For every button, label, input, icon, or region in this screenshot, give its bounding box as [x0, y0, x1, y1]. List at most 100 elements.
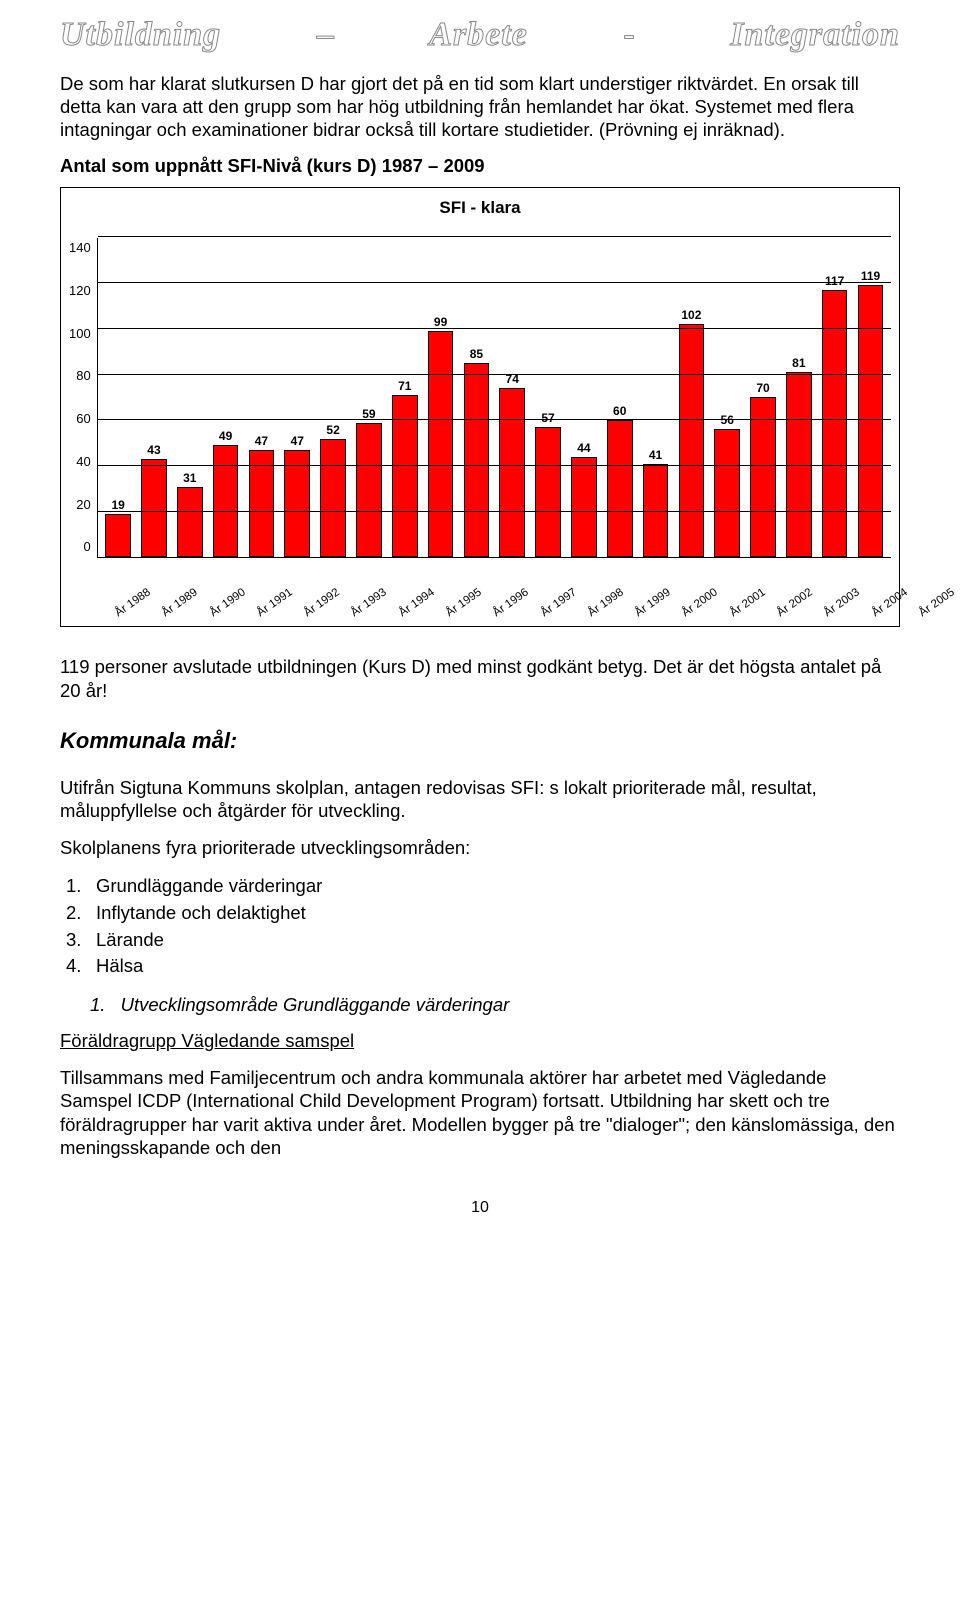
after-chart-paragraph: 119 personer avslutade utbildningen (Kur…	[60, 655, 900, 701]
bar-value-label: 71	[398, 379, 411, 393]
bars-row: 1943314947475259719985745744604110256708…	[98, 238, 891, 557]
kommunala-paragraph: Utifrån Sigtuna Kommuns skolplan, antage…	[60, 776, 900, 822]
bar	[607, 420, 633, 557]
intro-paragraph: De som har klarat slutkursen D har gjort…	[60, 72, 900, 141]
page-number: 10	[60, 1199, 900, 1217]
bar-slot: 47	[245, 434, 278, 557]
bar-slot: 71	[388, 379, 421, 557]
y-tick: 0	[83, 539, 90, 554]
bar	[284, 450, 310, 557]
bar-value-label: 47	[255, 434, 268, 448]
gridline	[98, 511, 891, 512]
y-axis: 140 120 100 80 60 40 20 0	[69, 238, 97, 554]
x-tick: År 2005	[917, 584, 960, 639]
x-tick: År 2003	[822, 584, 879, 639]
bar	[320, 439, 346, 558]
list-item-text: Grundläggande värderingar	[96, 875, 322, 896]
italic-subheading: 1. Utvecklingsområde Grundläggande värde…	[90, 994, 900, 1016]
bar-value-label: 102	[681, 308, 701, 322]
bar-slot: 52	[317, 423, 350, 558]
list-item: 1. Grundläggande värderingar	[66, 873, 900, 900]
gridline	[98, 236, 891, 237]
bar-slot: 47	[281, 434, 314, 557]
bar	[464, 363, 490, 557]
bar	[535, 427, 561, 557]
bar-slot: 49	[209, 429, 242, 557]
gridline	[98, 328, 891, 329]
bar	[249, 450, 275, 557]
plot-region: 1943314947475259719985745744604110256708…	[97, 238, 891, 558]
header-sep-2: -	[623, 16, 634, 54]
x-tick: År 1996	[491, 584, 548, 639]
bar	[499, 388, 525, 557]
y-tick: 140	[69, 240, 91, 255]
chart-title: SFI - klara	[69, 198, 891, 218]
x-tick: År 1989	[160, 584, 217, 639]
bar-value-label: 81	[792, 356, 805, 370]
y-tick: 40	[76, 454, 90, 469]
y-tick: 100	[69, 326, 91, 341]
list-item-text: Lärande	[96, 929, 164, 950]
bar	[177, 487, 203, 558]
kommunala-heading: Kommunala mål:	[60, 728, 900, 754]
bar-slot: 85	[460, 347, 493, 557]
bar-slot: 81	[782, 356, 815, 557]
y-tick: 60	[76, 411, 90, 426]
underline-heading: Föräldragrupp Vägledande samspel	[60, 1030, 900, 1052]
chart-plot-area: 140120100806040200 194331494747525971998…	[69, 238, 891, 578]
bar-slot: 119	[854, 269, 887, 557]
bar-value-label: 31	[183, 471, 196, 485]
bar	[679, 324, 705, 557]
bar-slot: 59	[353, 407, 386, 558]
bar	[714, 429, 740, 557]
bar	[105, 514, 131, 557]
bar-chart-container: SFI - klara 140 120 100 80 60 40 20 0 19 43 31 49 4…	[60, 187, 900, 627]
final-paragraph: Tillsammans med Familjecentrum och andra…	[60, 1066, 900, 1159]
header-word-2: Arbete	[429, 16, 528, 54]
header-word-1: Utbildning	[60, 16, 221, 54]
bar	[213, 445, 239, 557]
x-axis: År 1988År 1989År 1990År 1991År 1992År 19…	[101, 578, 891, 620]
list-item-number: 4.	[66, 953, 81, 980]
bar-slot: 56	[711, 413, 744, 557]
list-item-number: 3.	[66, 927, 81, 954]
bar-slot: 57	[532, 411, 565, 557]
list-item-number: 2.	[66, 900, 81, 927]
bar-slot: 19	[102, 498, 135, 557]
y-tick: 20	[76, 497, 90, 512]
bar-value-label: 70	[756, 381, 769, 395]
bar	[822, 290, 848, 557]
gridline	[98, 419, 891, 420]
bar-value-label: 47	[291, 434, 304, 448]
y-tick: 80	[76, 368, 90, 383]
bar	[571, 457, 597, 558]
bar-slot: 70	[747, 381, 780, 557]
italic-sub-number: 1.	[90, 994, 105, 1015]
header-word-3: Integration	[730, 16, 900, 54]
header-sep-1: –	[317, 16, 334, 54]
list-item: 4.Hälsa	[66, 953, 900, 980]
bar-slot: 60	[603, 404, 636, 557]
bar-slot: 43	[138, 443, 171, 557]
bar-slot: 117	[818, 274, 851, 557]
bar-value-label: 41	[649, 448, 662, 462]
y-tick: 120	[69, 283, 91, 298]
chart-heading: Antal som uppnått SFI-Nivå (kurs D) 1987…	[60, 155, 900, 177]
bar-value-label: 43	[147, 443, 160, 457]
bar-value-label: 49	[219, 429, 232, 443]
list-item-text: Inflytande och delaktighet	[96, 902, 306, 923]
bar-value-label: 56	[721, 413, 734, 427]
list-item-number: 1.	[66, 873, 81, 900]
bar	[858, 285, 884, 557]
bar-value-label: 52	[326, 423, 339, 437]
bar-value-label: 44	[577, 441, 590, 455]
gridline	[98, 374, 891, 375]
italic-sub-text: Utvecklingsområde Grundläggande värderin…	[121, 994, 510, 1015]
bar	[428, 331, 454, 557]
list-item: 2. Inflytande och delaktighet	[66, 900, 900, 927]
bar-value-label: 57	[541, 411, 554, 425]
bar-value-label: 60	[613, 404, 626, 418]
bar	[141, 459, 167, 557]
bar-slot: 102	[675, 308, 708, 557]
bar-value-label: 117	[825, 274, 844, 288]
